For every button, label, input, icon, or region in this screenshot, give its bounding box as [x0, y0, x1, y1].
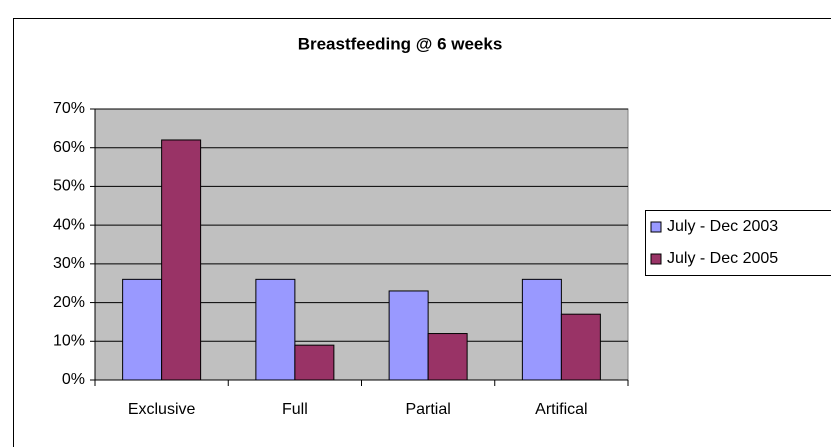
y-tick-label: 0% [62, 371, 85, 388]
y-tick-label: 60% [53, 139, 85, 156]
legend-swatch [650, 221, 662, 233]
bar [427, 333, 468, 381]
y-tick-label: 40% [53, 216, 85, 233]
bar [255, 278, 296, 381]
chart-title: Breastfeeding @ 6 weeks [298, 34, 503, 53]
legend-box [645, 210, 831, 276]
legend-label: July - Dec 2003 [667, 218, 778, 235]
y-tick-label: 20% [53, 294, 85, 311]
bar [521, 278, 562, 381]
y-tick-label: 30% [53, 255, 85, 272]
x-tick-label: Partial [405, 401, 450, 418]
x-tick-label: Artifical [535, 401, 587, 418]
y-tick-label: 70% [53, 100, 85, 117]
legend-swatch [650, 253, 662, 265]
bar [161, 139, 202, 381]
bar [560, 313, 601, 381]
bar [122, 278, 163, 381]
x-tick-label: Exclusive [128, 401, 196, 418]
x-tick-label: Full [282, 401, 308, 418]
legend-label: July - Dec 2005 [667, 250, 778, 267]
y-tick-label: 50% [53, 178, 85, 195]
bar [294, 344, 335, 381]
bar [388, 290, 429, 381]
y-tick-label: 10% [53, 333, 85, 350]
